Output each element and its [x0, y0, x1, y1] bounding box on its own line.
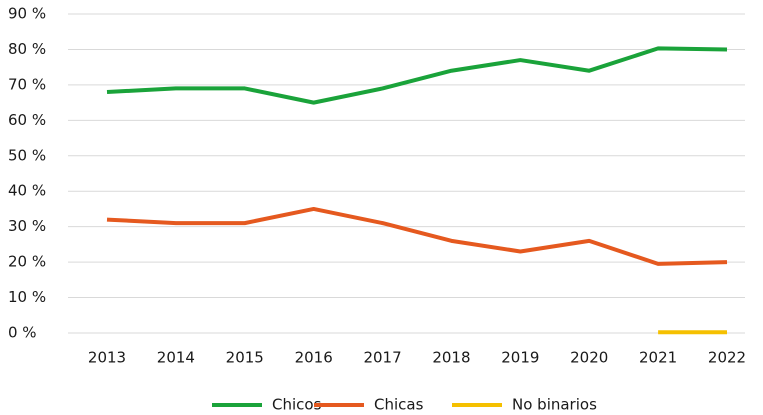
y-tick-label: 90 % — [8, 5, 46, 23]
y-tick-label: 70 % — [8, 75, 46, 93]
series-line — [106, 46, 728, 105]
x-tick-label: 2015 — [226, 349, 264, 367]
legend-label: Chicos — [272, 396, 322, 414]
x-tick-label: 2016 — [295, 349, 333, 367]
x-tick-label: 2021 — [639, 349, 677, 367]
y-tick-label: 60 % — [8, 111, 46, 129]
y-tick-label: 50 % — [8, 146, 46, 164]
y-tick-label: 40 % — [8, 182, 46, 200]
x-tick-label: 2017 — [363, 349, 401, 367]
y-tick-label: 10 % — [8, 288, 46, 306]
x-tick-label: 2020 — [570, 349, 608, 367]
legend-label: Chicas — [374, 396, 424, 414]
x-tick-label: 2014 — [157, 349, 195, 367]
x-tick-label: 2019 — [501, 349, 539, 367]
y-tick-label: 20 % — [8, 253, 46, 271]
y-tick-label: 30 % — [8, 217, 46, 235]
x-tick-label: 2013 — [88, 349, 126, 367]
legend-label: No binarios — [512, 396, 597, 414]
y-tick-label: 80 % — [8, 40, 46, 58]
series-line — [106, 206, 728, 266]
x-tick-label: 2018 — [432, 349, 470, 367]
x-tick-label: 2022 — [708, 349, 746, 367]
y-tick-label: 0 % — [8, 324, 37, 342]
